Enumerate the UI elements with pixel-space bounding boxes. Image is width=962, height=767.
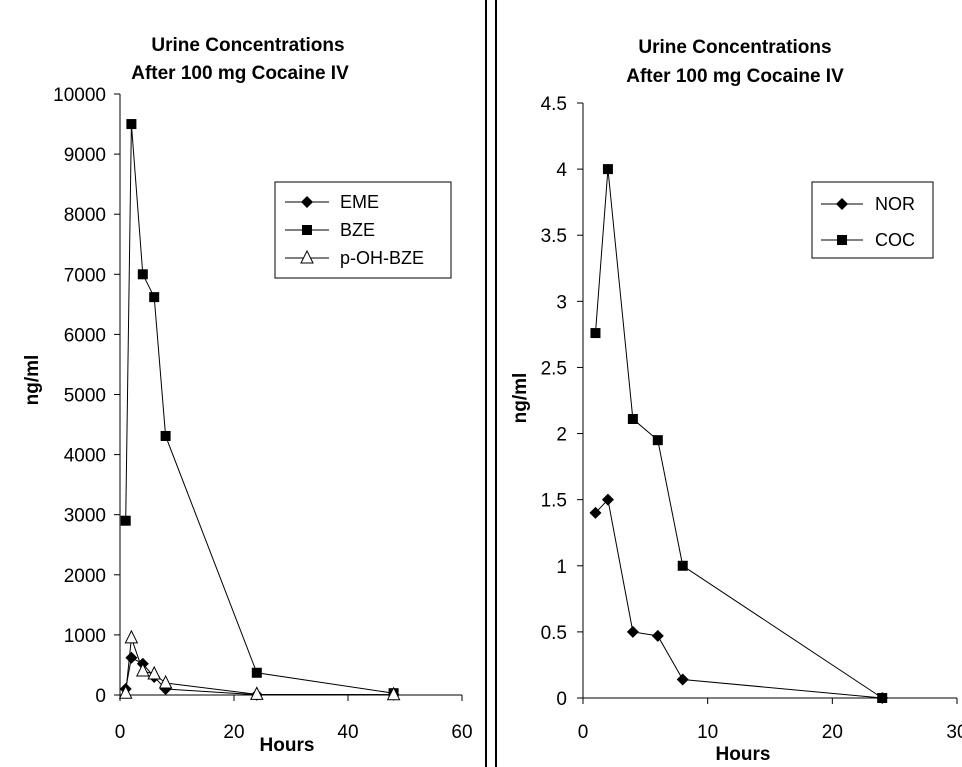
chart-subtitle: After 100 mg Cocaine IV <box>131 63 349 84</box>
legend-marker <box>300 249 314 264</box>
x-tick-label: 40 <box>337 722 358 743</box>
axes: 0 0.5 1 1.5 2 2.5 3 3.5 4 4.5 0 10 20 30 <box>541 94 962 743</box>
legend-entry-p-oh-bze: p-OH-BZE <box>285 248 424 268</box>
data-point <box>626 625 639 638</box>
x-tick-label: 10 <box>697 722 718 743</box>
data-point <box>137 269 148 280</box>
y-tick-label: 4000 <box>64 446 106 467</box>
y-tick-label: 8000 <box>64 205 106 226</box>
y-tick-label: 2000 <box>64 566 106 587</box>
y-tick-label: 2 <box>556 425 567 446</box>
legend: NOR COC <box>811 181 934 259</box>
legend-entry-bze: BZE <box>285 220 375 240</box>
data-point <box>589 506 602 519</box>
chart-title: Urine Concentrations <box>638 37 831 58</box>
legend-marker <box>836 198 848 210</box>
y-tick-label: 2.5 <box>541 358 567 379</box>
chart-title: Urine Concentrations <box>151 35 344 56</box>
y-tick-label: 5000 <box>64 386 106 407</box>
series-line <box>594 169 883 699</box>
data-point <box>147 665 162 680</box>
x-tick-label: 0 <box>578 722 589 743</box>
y-tick-label: 1 <box>556 557 567 578</box>
chart-right: Urine Concentrations After 100 mg Cocain… <box>510 37 962 765</box>
x-axis-label: Hours <box>260 735 315 756</box>
data-point <box>124 629 139 644</box>
data-point <box>125 651 138 664</box>
series-layer <box>118 119 401 701</box>
data-point <box>135 662 150 677</box>
data-point <box>602 164 613 175</box>
chart-panel-left: Urine Concentrations After 100 mg Cocain… <box>22 0 487 767</box>
y-tick-label: 7000 <box>64 265 106 286</box>
y-tick-label: 10000 <box>53 85 106 106</box>
x-tick-label: 60 <box>451 722 472 743</box>
y-tick-label: 0.5 <box>541 623 567 644</box>
data-point <box>118 685 133 699</box>
y-tick-label: 3 <box>556 292 567 313</box>
data-point <box>158 674 173 689</box>
y-tick-label: 4 <box>556 160 567 181</box>
data-point <box>877 693 888 703</box>
legend-label: BZE <box>340 220 375 240</box>
legend-box <box>811 181 934 259</box>
legend-label: p-OH-BZE <box>340 248 424 268</box>
series-nor <box>589 493 889 704</box>
data-point <box>126 119 137 130</box>
y-tick-label: 3.5 <box>541 226 567 247</box>
y-tick-label: 6000 <box>64 325 106 346</box>
y-tick-label: 1000 <box>64 626 106 647</box>
data-point <box>652 435 663 446</box>
legend: EME BZE p-OH-BZE <box>274 181 452 279</box>
y-tick-label: 4.5 <box>541 94 567 115</box>
legend-entry-coc: COC <box>821 230 915 250</box>
data-point <box>251 667 262 678</box>
legend-entry-nor: NOR <box>821 194 915 214</box>
legend-label: EME <box>340 192 379 212</box>
x-axis-label: Hours <box>716 744 771 765</box>
y-tick-label: 9000 <box>64 145 106 166</box>
data-point <box>386 686 401 701</box>
x-tick-label: 20 <box>223 722 244 743</box>
axes: 0 1000 2000 3000 4000 5000 6000 7000 8000 9000 100… <box>53 85 472 743</box>
chart-panel-right: Urine Concentrations After 100 mg Cocain… <box>495 0 962 767</box>
y-tick-label: 0 <box>95 686 106 707</box>
series-line <box>595 498 883 699</box>
data-point <box>249 686 264 700</box>
x-tick-label: 30 <box>946 722 962 743</box>
chart-subtitle: After 100 mg Cocaine IV <box>626 66 844 87</box>
x-tick-label: 0 <box>115 722 126 743</box>
legend-marker <box>837 235 847 245</box>
data-point <box>120 515 131 526</box>
legend-marker <box>302 225 312 235</box>
y-tick-label: 0 <box>556 689 567 710</box>
data-point <box>149 292 160 303</box>
y-tick-label: 1.5 <box>541 491 567 512</box>
data-point <box>677 560 688 571</box>
legend-entry-eme: EME <box>285 192 379 212</box>
y-tick-label: 3000 <box>64 506 106 527</box>
data-point <box>590 328 601 339</box>
legend-marker <box>301 196 313 208</box>
data-point <box>676 673 689 686</box>
legend-label: NOR <box>875 194 915 214</box>
legend-label: COC <box>875 230 915 250</box>
chart-left: Urine Concentrations After 100 mg Cocain… <box>22 35 473 756</box>
data-point <box>160 430 171 441</box>
data-point <box>651 629 664 642</box>
data-point <box>601 493 614 506</box>
x-tick-label: 20 <box>822 722 843 743</box>
y-axis-label: ng/ml <box>510 373 531 424</box>
series-coc <box>590 164 888 703</box>
y-axis-label: ng/ml <box>22 355 43 406</box>
data-point <box>627 414 638 425</box>
series-p-oh-bze <box>118 629 401 701</box>
series-layer <box>589 164 889 704</box>
